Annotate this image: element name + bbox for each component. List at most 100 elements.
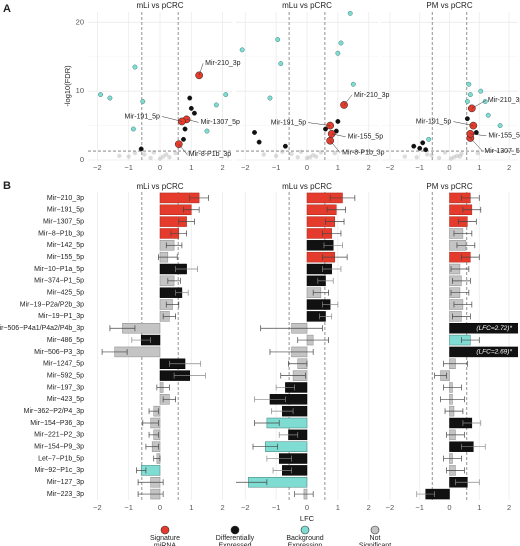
point: [402, 154, 408, 159]
point: [187, 95, 193, 101]
point: [185, 151, 191, 157]
panel-title: PM vs pCRC: [426, 1, 472, 10]
point: [307, 155, 313, 160]
legend-label: miRNA: [154, 542, 176, 546]
point: [140, 99, 146, 104]
category-label: Mir−423_5p: [47, 396, 84, 403]
point-label: Mir-210_3p: [205, 60, 241, 67]
point: [280, 149, 285, 154]
category-label: Mir−8−P1b_3p: [38, 230, 84, 237]
x-tick-label: 1: [189, 163, 193, 172]
x-tick-label: −2: [93, 163, 102, 172]
category-label: Mir−506−P3_3p: [34, 349, 84, 356]
x-tick-label: −2: [241, 163, 250, 172]
point: [273, 153, 279, 159]
bar: [449, 323, 518, 334]
category-label: Mir−154−P9_3p: [34, 444, 84, 451]
point: [267, 95, 273, 101]
point: [338, 40, 344, 46]
point: [181, 136, 186, 142]
x-tick-label: −2: [386, 503, 395, 512]
point-label: Mir-8-P1b_3p: [189, 151, 232, 158]
point: [420, 140, 426, 146]
point: [442, 150, 448, 155]
point: [457, 154, 463, 159]
point: [482, 99, 488, 104]
x-tick-label: 2: [221, 503, 225, 512]
point: [132, 150, 138, 156]
x-axis-label: LFC: [300, 514, 315, 523]
bars: [236, 192, 356, 500]
point: [256, 139, 262, 145]
x-tick-label: 1: [336, 503, 340, 512]
point: [261, 152, 266, 157]
point: [335, 119, 341, 124]
y-tick-label: 0: [80, 155, 84, 164]
x-tick-label: −1: [124, 503, 133, 512]
category-label: Mir−10−P1a_5p: [34, 266, 84, 273]
point: [454, 153, 460, 159]
leader-line: [308, 122, 331, 126]
x-tick-label: 0: [447, 503, 451, 512]
leader-line: [186, 119, 199, 123]
point: [411, 143, 417, 149]
x-tick-label: 0: [305, 503, 309, 512]
x-tick-label: 1: [477, 503, 481, 512]
x-tick-label: 2: [367, 503, 371, 512]
panel-title: mLu vs pCRC: [282, 1, 332, 10]
category-label: Mir−127_3p: [47, 479, 84, 486]
point: [167, 155, 172, 160]
panel-title: mLi vs pCRC: [136, 1, 183, 10]
x-tick-label: 2: [507, 503, 511, 512]
point: [347, 10, 353, 16]
category-label: Mir−142_5p: [47, 242, 84, 249]
point-label: Mir-1307_5p: [484, 148, 520, 155]
point: [466, 81, 472, 87]
point: [414, 155, 419, 160]
point: [204, 128, 210, 134]
panel-title: mLu vs pCRC: [282, 182, 332, 191]
y-tick-label: 20: [76, 17, 84, 26]
x-tick-label: 1: [189, 503, 193, 512]
panel-label: B: [3, 180, 11, 192]
x-tick-label: −1: [124, 163, 133, 172]
point: [132, 64, 138, 70]
point: [157, 156, 163, 161]
category-label: Mir−592_5p: [47, 372, 84, 379]
y-tick-label: 10: [76, 86, 84, 95]
point-label: Mir-191_5p: [124, 113, 160, 120]
leader-line: [161, 116, 182, 122]
leader-line: [471, 100, 486, 109]
category-label: Mir−155_5p: [47, 254, 84, 261]
point-label: Mir-210_3p: [354, 92, 390, 99]
leader-line: [470, 137, 483, 152]
value-label: (LFC=2.69)*: [476, 349, 512, 356]
category-label: Mir−425_5p: [47, 290, 84, 297]
category-label: Mir−197_3p: [47, 384, 84, 391]
point-label: Mir-191_5p: [271, 119, 307, 126]
point: [213, 102, 219, 108]
category-label: Mir−362−P2/P4_3p: [24, 408, 84, 415]
bars: [101, 192, 209, 500]
panel-title: mLi vs pCRC: [136, 182, 183, 191]
x-tick-label: 0: [447, 163, 451, 172]
point: [98, 92, 103, 98]
point: [475, 150, 480, 156]
category-label: Mir−223_3p: [47, 491, 84, 498]
legend-label: Differentially: [216, 535, 255, 542]
category-label: Mir−92−P1c_3p: [35, 467, 85, 474]
point: [464, 99, 470, 104]
x-tick-label: 2: [221, 163, 225, 172]
category-label: Let−7−P1b_5p: [38, 455, 84, 462]
point: [278, 61, 284, 67]
point: [289, 151, 294, 157]
point-label: Mir-1307_5p: [201, 119, 240, 126]
value-label: (LFC=2.72)*: [476, 325, 512, 332]
x-tick-label: 0: [305, 163, 309, 172]
point: [451, 155, 457, 160]
point: [239, 47, 245, 53]
point: [151, 150, 156, 155]
point: [174, 140, 183, 149]
category-label: Mir−19−P2a/P2b_3p: [20, 301, 84, 308]
point: [298, 149, 304, 154]
